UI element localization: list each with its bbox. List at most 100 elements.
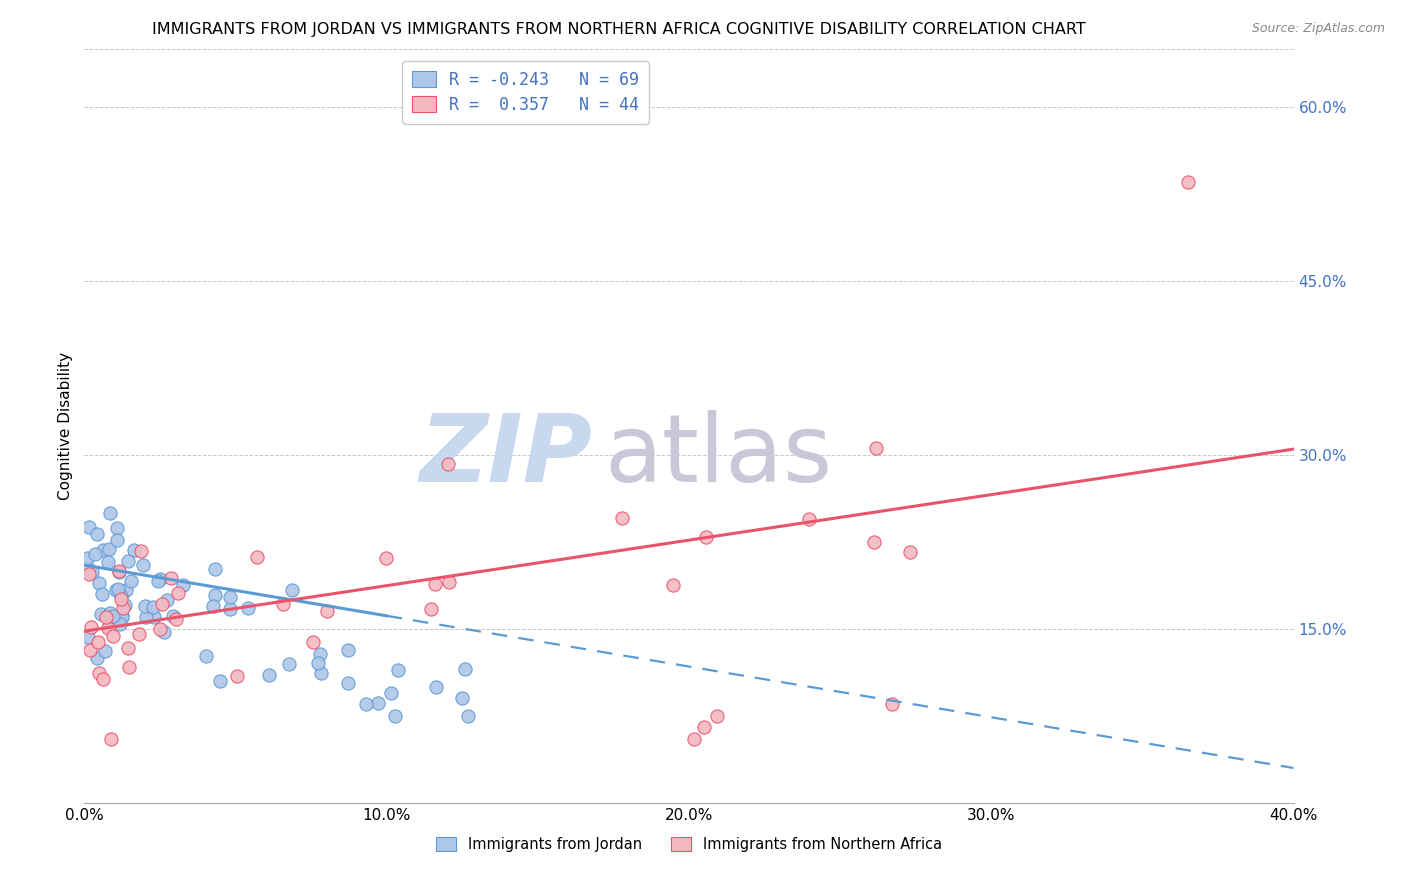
Point	[111, 609, 134, 624]
Point	[246, 550, 269, 565]
Point	[202, 599, 225, 613]
Point	[97, 555, 120, 569]
Point	[219, 590, 242, 604]
Text: ZIP: ZIP	[419, 410, 592, 502]
Text: atlas: atlas	[605, 410, 832, 502]
Point	[98, 606, 121, 620]
Point	[97, 621, 120, 635]
Point	[208, 674, 231, 689]
Point	[108, 565, 131, 579]
Point	[100, 611, 122, 625]
Point	[451, 691, 474, 706]
Point	[111, 610, 134, 624]
Point	[682, 731, 704, 746]
Point	[159, 571, 181, 585]
Point	[375, 550, 398, 565]
Point	[108, 616, 131, 631]
Point	[311, 665, 333, 680]
Point	[437, 458, 460, 472]
Point	[273, 597, 295, 611]
Point	[219, 602, 242, 616]
Point	[336, 676, 359, 690]
Point	[105, 521, 128, 535]
Point	[131, 558, 153, 572]
Point	[77, 561, 100, 575]
Point	[128, 627, 150, 641]
Legend: Immigrants from Jordan, Immigrants from Northern Africa: Immigrants from Jordan, Immigrants from …	[429, 830, 949, 860]
Point	[425, 680, 447, 694]
Point	[86, 650, 108, 665]
Point	[356, 698, 378, 712]
Point	[77, 630, 100, 644]
Point	[134, 599, 156, 613]
Point	[90, 607, 112, 621]
Point	[87, 666, 110, 681]
Point	[117, 554, 139, 568]
Point	[86, 526, 108, 541]
Point	[80, 620, 103, 634]
Point	[439, 575, 461, 590]
Point	[226, 669, 249, 683]
Point	[100, 732, 122, 747]
Point	[204, 588, 226, 602]
Point	[91, 586, 114, 600]
Point	[77, 566, 100, 581]
Point	[98, 541, 121, 556]
Point	[194, 648, 217, 663]
Point	[79, 643, 101, 657]
Point	[87, 634, 110, 648]
Point	[880, 698, 903, 712]
Point	[82, 565, 104, 579]
Point	[149, 572, 172, 586]
Point	[316, 604, 339, 618]
Point	[384, 709, 406, 723]
Point	[114, 598, 136, 612]
Point	[278, 657, 301, 671]
Point	[120, 574, 142, 588]
Point	[87, 575, 110, 590]
Point	[1177, 176, 1199, 190]
Point	[110, 592, 132, 607]
Point	[236, 601, 259, 615]
Point	[165, 612, 187, 626]
Point	[110, 589, 132, 603]
Text: IMMIGRANTS FROM JORDAN VS IMMIGRANTS FROM NORTHERN AFRICA COGNITIVE DISABILITY C: IMMIGRANTS FROM JORDAN VS IMMIGRANTS FRO…	[152, 22, 1085, 37]
Point	[898, 545, 921, 559]
Point	[863, 535, 886, 549]
Point	[142, 599, 165, 614]
Point	[76, 551, 98, 566]
Point	[107, 582, 129, 597]
Point	[172, 578, 194, 592]
Point	[380, 686, 402, 700]
Point	[204, 561, 226, 575]
Point	[143, 609, 166, 624]
Point	[91, 672, 114, 686]
Point	[135, 609, 157, 624]
Point	[257, 668, 280, 682]
Point	[309, 648, 332, 662]
Point	[420, 602, 443, 616]
Point	[799, 512, 821, 526]
Point	[124, 543, 146, 558]
Point	[103, 608, 125, 623]
Point	[129, 543, 152, 558]
Point	[662, 578, 685, 592]
Point	[457, 708, 479, 723]
Point	[107, 565, 129, 579]
Text: Source: ZipAtlas.com: Source: ZipAtlas.com	[1251, 22, 1385, 36]
Point	[117, 660, 139, 674]
Point	[166, 586, 188, 600]
Point	[367, 696, 389, 710]
Point	[117, 641, 139, 656]
Point	[692, 721, 714, 735]
Point	[706, 708, 728, 723]
Point	[115, 582, 138, 597]
Point	[423, 576, 446, 591]
Point	[91, 543, 114, 558]
Point	[150, 597, 173, 611]
Point	[156, 593, 179, 607]
Point	[162, 608, 184, 623]
Point	[94, 643, 117, 657]
Point	[695, 530, 717, 544]
Point	[77, 520, 100, 534]
